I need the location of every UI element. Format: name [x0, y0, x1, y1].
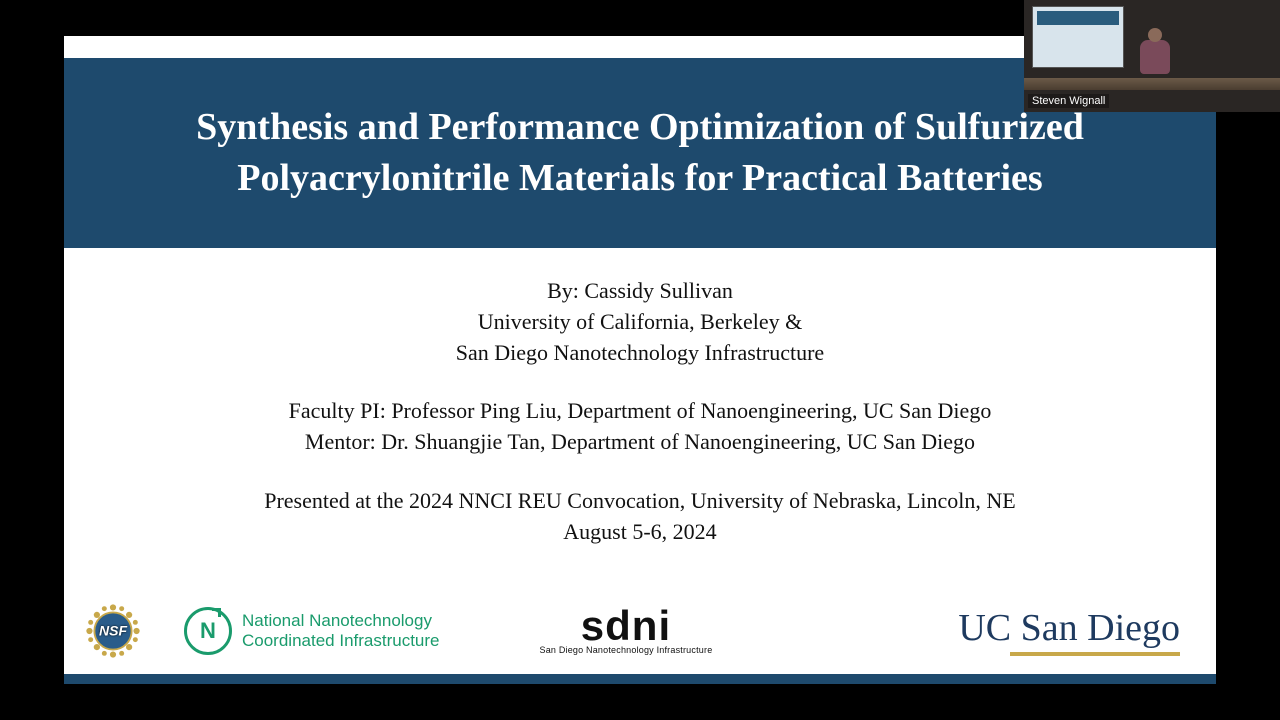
sdni-word: sdni — [581, 602, 671, 649]
nsf-logo: NSF — [82, 600, 144, 662]
logo-row: NSF N National Nanotechnology Coordinate… — [64, 596, 1216, 666]
webcam-screen-titleband — [1037, 11, 1119, 25]
venue-block: Presented at the 2024 NNCI REU Convocati… — [64, 486, 1216, 548]
author-affil2: San Diego Nanotechnology Infrastructure — [64, 338, 1216, 369]
webcam-thumbnail[interactable]: Steven Wignall — [1024, 0, 1280, 112]
author-affil1: University of California, Berkeley & — [64, 307, 1216, 338]
webcam-person-body — [1140, 40, 1170, 74]
nsf-label: NSF — [99, 623, 127, 639]
venue-line1: Presented at the 2024 NNCI REU Convocati… — [64, 486, 1216, 517]
mentor: Mentor: Dr. Shuangjie Tan, Department of… — [64, 427, 1216, 458]
slide-title: Synthesis and Performance Optimization o… — [104, 102, 1176, 205]
sdni-main: sdni — [540, 607, 713, 645]
author-block: By: Cassidy Sullivan University of Calif… — [64, 276, 1216, 368]
nnci-text: National Nanotechnology Coordinated Infr… — [242, 611, 440, 650]
nnci-line2: Coordinated Infrastructure — [242, 631, 440, 651]
webcam-projected-screen — [1032, 6, 1124, 68]
slide-body: By: Cassidy Sullivan University of Calif… — [64, 276, 1216, 576]
ucsd-logo: UC San Diego — [958, 606, 1180, 656]
sdni-logo: sdni San Diego Nanotechnology Infrastruc… — [540, 607, 713, 655]
pi-block: Faculty PI: Professor Ping Liu, Departme… — [64, 396, 1216, 458]
bottom-strip — [64, 674, 1216, 684]
webcam-person-head — [1148, 28, 1162, 42]
venue-line2: August 5-6, 2024 — [64, 517, 1216, 548]
nnci-line1: National Nanotechnology — [242, 611, 440, 631]
sdni-sub: San Diego Nanotechnology Infrastructure — [540, 645, 713, 655]
webcam-participant-name: Steven Wignall — [1028, 94, 1109, 108]
nnci-icon: N — [184, 607, 232, 655]
nnci-logo: N National Nanotechnology Coordinated In… — [184, 607, 440, 655]
faculty-pi: Faculty PI: Professor Ping Liu, Departme… — [64, 396, 1216, 427]
nnci-icon-letter: N — [200, 618, 216, 644]
slide: Synthesis and Performance Optimization o… — [64, 36, 1216, 684]
webcam-desk — [1024, 78, 1280, 90]
author-by: By: Cassidy Sullivan — [64, 276, 1216, 307]
